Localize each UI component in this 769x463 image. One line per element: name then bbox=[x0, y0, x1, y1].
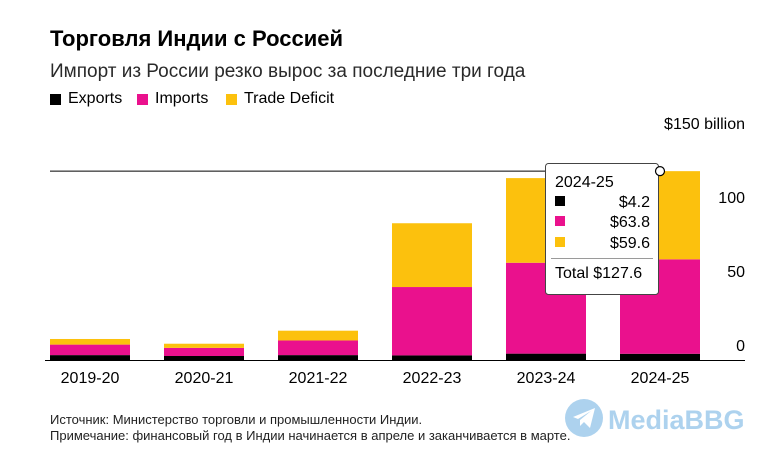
legend-swatch-imports bbox=[137, 93, 148, 105]
bar-trade-deficit-2019-20[interactable] bbox=[50, 338, 130, 345]
chart-title: Торговля Индии с Россией bbox=[50, 26, 344, 51]
bar-imports-2019-20[interactable] bbox=[50, 344, 130, 356]
x-tick-label: 2023-24 bbox=[517, 370, 576, 387]
bar-exports-2019-20[interactable] bbox=[50, 355, 130, 360]
legend-item-imports: Imports bbox=[137, 90, 208, 108]
legend-label-exports: Exports bbox=[68, 90, 123, 107]
x-tick-label: 2022-23 bbox=[403, 370, 462, 387]
y-tick-label: 50 bbox=[727, 264, 745, 281]
tooltip-title: 2024-25 bbox=[555, 174, 614, 191]
tooltip-box bbox=[545, 163, 659, 295]
bar-stack-2021-22[interactable] bbox=[278, 330, 358, 360]
bar-exports-2024-25[interactable] bbox=[620, 353, 700, 360]
bar-exports-2023-24[interactable] bbox=[506, 353, 586, 360]
legend-label-imports: Imports bbox=[155, 90, 209, 107]
bar-imports-2022-23[interactable] bbox=[392, 287, 472, 356]
bar-exports-2022-23[interactable] bbox=[392, 355, 472, 360]
y-axis-tick-labels: 0 50 100 $150 billion bbox=[664, 116, 745, 355]
y-tick-label: 100 bbox=[718, 190, 745, 207]
x-tick-label: 2021-22 bbox=[289, 370, 348, 387]
x-tick-label: 2019-20 bbox=[61, 370, 120, 387]
bar-exports-2021-22[interactable] bbox=[278, 355, 358, 360]
tooltip-value-trade-deficit: $59.6 bbox=[610, 235, 650, 252]
bar-trade-deficit-2021-22[interactable] bbox=[278, 330, 358, 341]
y-tick-label: $150 billion bbox=[664, 116, 745, 133]
x-tick-label: 2024-25 bbox=[631, 370, 690, 387]
bar-stack-2022-23[interactable] bbox=[392, 223, 472, 360]
bar-trade-deficit-2022-23[interactable] bbox=[392, 223, 472, 288]
bar-exports-2020-21[interactable] bbox=[164, 356, 244, 360]
tooltip: 2024-25 $4.2 $63.8 $59.6 Total $127.6 bbox=[545, 163, 659, 295]
legend-label-trade-deficit: Trade Deficit bbox=[244, 90, 335, 107]
footnote: Примечание: финансовый год в Индии начин… bbox=[50, 428, 571, 443]
bar-imports-2020-21[interactable] bbox=[164, 347, 244, 357]
bar-trade-deficit-2020-21[interactable] bbox=[164, 343, 244, 348]
tooltip-swatch-trade-deficit bbox=[555, 237, 565, 247]
hover-marker bbox=[654, 166, 666, 177]
y-tick-label: 0 bbox=[736, 338, 745, 355]
source-note: Источник: Министерство торговли и промыш… bbox=[50, 412, 423, 427]
bar-stack-2019-20[interactable] bbox=[50, 338, 130, 360]
legend-item-trade-deficit: Trade Deficit bbox=[226, 90, 334, 108]
legend-swatch-trade-deficit bbox=[226, 93, 237, 105]
x-axis-tick-labels: 2019-20 2020-21 2021-22 2022-23 2023-24 2024-… bbox=[61, 370, 690, 387]
chart-subtitle: Импорт из России резко вырос за последни… bbox=[50, 61, 526, 82]
tooltip-value-exports: $4.2 bbox=[619, 194, 650, 211]
bar-stack-2020-21[interactable] bbox=[164, 343, 244, 360]
legend-item-exports: Exports bbox=[50, 90, 122, 108]
legend-swatch-exports bbox=[50, 93, 61, 105]
bar-imports-2021-22[interactable] bbox=[278, 340, 358, 356]
tooltip-swatch-imports bbox=[555, 216, 565, 226]
tooltip-value-imports: $63.8 bbox=[610, 214, 650, 231]
x-tick-label: 2020-21 bbox=[175, 370, 234, 387]
tooltip-total: Total $127.6 bbox=[555, 265, 642, 282]
tooltip-swatch-exports bbox=[555, 196, 565, 206]
